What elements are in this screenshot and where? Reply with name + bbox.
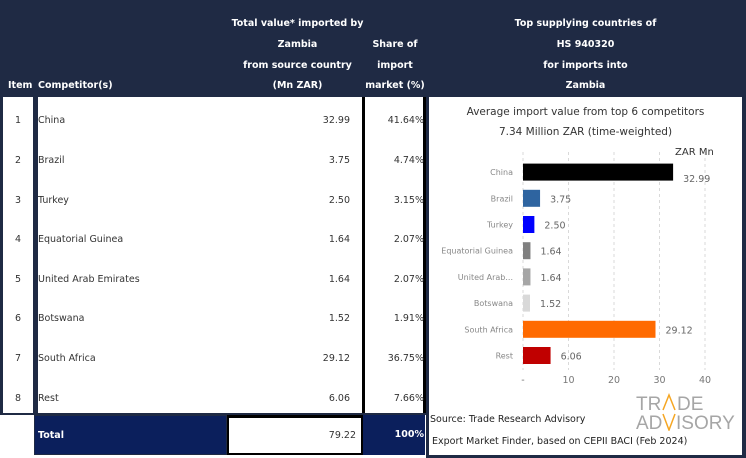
row-item-number: 8 [14, 393, 22, 404]
total-value-cell: 79.22 [227, 415, 363, 455]
row-market-share: 2.07% [393, 234, 424, 245]
chart-subtitle: 7.34 Million ZAR (time-weighted) [498, 126, 673, 138]
svg-text:AD: AD [636, 413, 662, 431]
header-value-line: from source country [243, 60, 352, 71]
header-share-line: Share of [372, 39, 418, 50]
x-tick-label: 30 [653, 375, 665, 386]
row-competitor-name: Brazil [38, 155, 65, 166]
bar [523, 216, 535, 233]
value-label: 2.50 [544, 221, 565, 232]
x-tick-label: - [521, 375, 524, 386]
header-share-line: market (%) [365, 80, 425, 91]
value-label: 32.99 [683, 174, 710, 185]
category-label: Brazil [491, 194, 513, 203]
value-label: 29.12 [665, 325, 692, 336]
row-market-share: 1.91% [393, 313, 424, 324]
svg-text:DE: DE [677, 394, 703, 415]
row-item-number: 7 [14, 353, 22, 364]
value-label: 6.06 [561, 352, 582, 363]
category-label: South Africa [464, 325, 513, 334]
row-item-number: 4 [14, 234, 22, 245]
item-column [3, 97, 33, 413]
source-line-2: Export Market Finder, based on CEPII BAC… [432, 436, 688, 447]
bar [523, 189, 541, 207]
total-label: Total [38, 430, 64, 441]
header-value-line: Zambia [277, 39, 318, 50]
row-import-value: 1.52 [328, 313, 350, 324]
header-chart-line: HS 940320 [556, 39, 615, 50]
category-label: Turkey [486, 221, 513, 230]
header-chart-line: Top supplying countries of [514, 18, 657, 29]
row-import-value: 2.50 [328, 195, 350, 206]
unit-label: ZAR Mn [675, 147, 714, 158]
row-market-share: 7.66% [393, 393, 424, 404]
row-competitor-name: United Arab Emirates [38, 274, 140, 285]
row-competitor-name: South Africa [38, 353, 96, 364]
svg-text:ISORY: ISORY [676, 413, 735, 431]
category-label: Rest [496, 352, 513, 361]
bar [523, 163, 674, 181]
total-value: 79.22 [328, 430, 356, 441]
row-competitor-name: Botswana [38, 313, 85, 324]
header-item: Item [8, 80, 33, 91]
share-column [362, 97, 426, 413]
row-competitor-name: Turkey [38, 195, 69, 206]
trade-advisory-logo: TR DE AD ISORY [636, 393, 735, 431]
total-share-cell: 100% [363, 415, 425, 455]
row-market-share: 36.75% [387, 353, 424, 364]
category-label: Equatorial Guinea [441, 247, 513, 256]
row-item-number: 2 [14, 155, 22, 166]
total-share: 100% [394, 429, 424, 440]
row-item-number: 1 [14, 115, 22, 126]
header-share-line: import [377, 60, 413, 71]
category-label: China [490, 168, 513, 177]
row-item-number: 5 [14, 274, 22, 285]
category-label: United Arab... [458, 273, 513, 282]
header-value-line: Total value* imported by [231, 18, 364, 29]
row-market-share: 3.15% [393, 195, 424, 206]
bar [523, 294, 530, 312]
row-competitor-name: Equatorial Guinea [38, 234, 124, 245]
row-item-number: 6 [14, 313, 22, 324]
value-label: 3.75 [550, 194, 571, 205]
chart-title: Average import value from top 6 competit… [466, 106, 705, 118]
x-tick-label: 10 [562, 375, 574, 386]
header-chart-line: Zambia [565, 80, 606, 91]
row-import-value: 32.99 [322, 115, 350, 126]
header-value-line: (Mn ZAR) [272, 80, 323, 91]
value-label: 1.64 [540, 247, 561, 258]
row-market-share: 4.74% [393, 155, 424, 166]
value-label: 1.64 [540, 273, 561, 284]
chart-panel [429, 97, 742, 455]
row-import-value: 1.64 [328, 234, 350, 245]
header-competitors: Competitor(s) [38, 80, 113, 91]
row-import-value: 29.12 [322, 353, 350, 364]
category-label: Botswana [474, 299, 513, 308]
bar-chart: - 10 20 30 40 ZAR Mn China 32.99 Brazil 3.75 Turke… [441, 147, 714, 386]
bar [523, 242, 531, 260]
bar [523, 347, 551, 364]
row-market-share: 41.64% [387, 115, 424, 126]
competitor-column [36, 97, 362, 413]
header-chart-line: for imports into [543, 60, 628, 71]
row-import-value: 6.06 [328, 393, 350, 404]
source-line-1: Source: Trade Research Advisory [430, 414, 586, 425]
row-import-value: 3.75 [328, 155, 350, 166]
row-import-value: 1.64 [328, 274, 350, 285]
row-item-number: 3 [14, 195, 22, 206]
value-label: 1.52 [540, 299, 561, 310]
row-market-share: 2.07% [393, 274, 424, 285]
x-tick-label: 20 [608, 375, 620, 386]
total-label-cell: Total [34, 415, 227, 455]
bar [523, 268, 531, 286]
x-tick-label: 40 [699, 375, 711, 386]
table-header [0, 0, 746, 97]
row-competitor-name: China [38, 115, 66, 126]
svg-text:TR: TR [636, 394, 661, 415]
row-competitor-name: Rest [38, 393, 59, 404]
bar [523, 320, 656, 338]
